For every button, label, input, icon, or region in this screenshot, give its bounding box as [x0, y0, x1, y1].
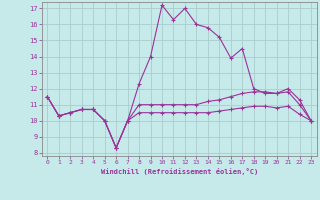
- X-axis label: Windchill (Refroidissement éolien,°C): Windchill (Refroidissement éolien,°C): [100, 168, 258, 175]
